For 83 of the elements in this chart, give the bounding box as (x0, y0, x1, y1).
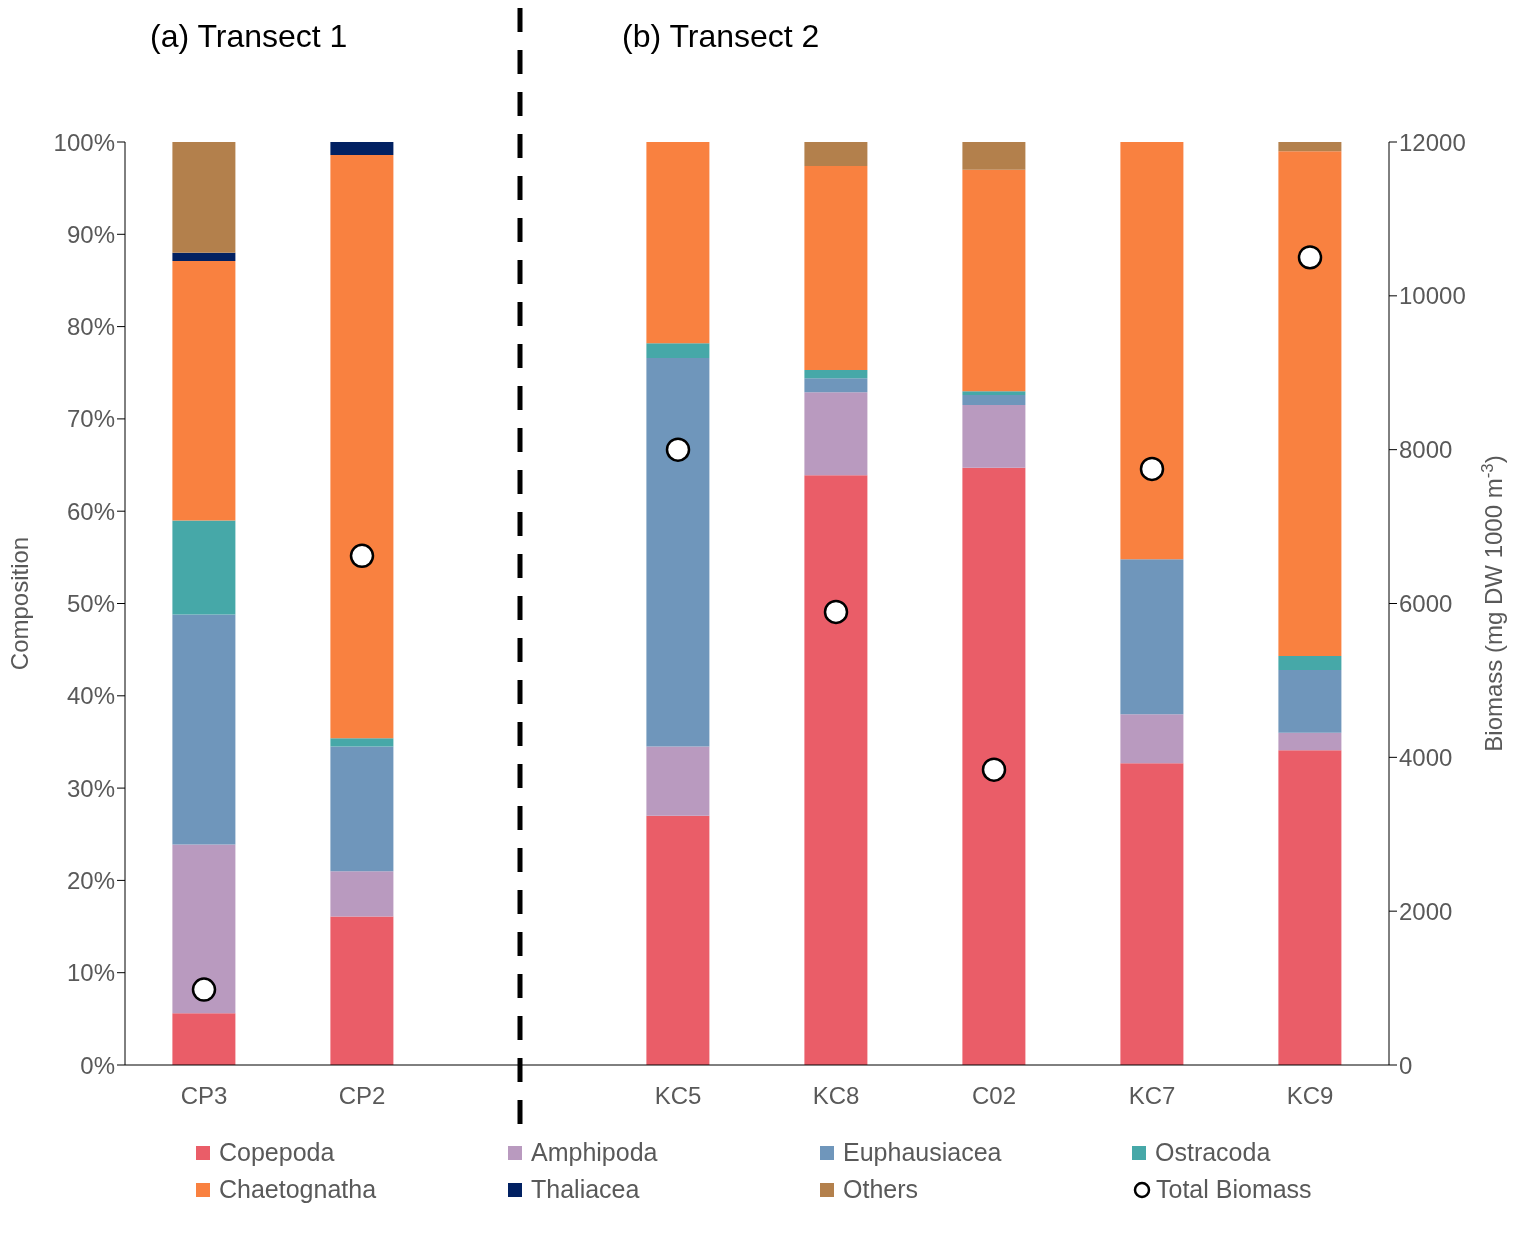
x-tick-label: CP2 (338, 1082, 386, 1110)
point (665, 437, 691, 462)
x-tick-label: KC7 (1128, 1082, 1176, 1110)
x-tick-label: KC9 (1286, 1082, 1334, 1110)
y-tick-label: 90% (66, 220, 115, 248)
bar (962, 405, 1026, 468)
legend-label: Others (843, 1175, 919, 1204)
y-tick-label: 100% (53, 128, 115, 156)
y-tick-label: 20% (66, 866, 115, 894)
y-axis-title: Composition (6, 536, 33, 671)
bar (804, 166, 868, 370)
text: (a) Transect 1 (150, 18, 348, 55)
y-tick-label: 60% (66, 497, 115, 525)
y-tick-label: 40% (66, 682, 115, 710)
bar (646, 357, 710, 747)
y2-tick-label: 4000 (1399, 743, 1453, 771)
y-tick-label: 30% (66, 774, 115, 802)
bar (172, 1013, 236, 1065)
y-tick-label: 50% (66, 590, 115, 618)
bar (1120, 714, 1184, 764)
legend-label: Euphausiacea (843, 1138, 1002, 1167)
bar (804, 378, 868, 393)
legend-label: Amphipoda (531, 1138, 658, 1167)
legend-label: Thaliacea (531, 1175, 640, 1204)
bar (962, 394, 1026, 406)
bar (646, 142, 710, 344)
bar (330, 154, 394, 739)
y2-tick-label: 10000 (1399, 282, 1466, 310)
bar (330, 746, 394, 872)
bar (330, 738, 394, 747)
bar (962, 169, 1026, 392)
x-tick-label: C02 (971, 1082, 1017, 1110)
bar (1278, 669, 1342, 733)
x-tick-label: CP3 (180, 1082, 228, 1110)
bar (172, 614, 236, 845)
bar (804, 369, 868, 379)
bar (646, 746, 710, 816)
point (349, 543, 375, 569)
bar (172, 844, 236, 1014)
y-tick-label: 10% (66, 959, 115, 987)
bar (330, 142, 394, 155)
bar (330, 871, 394, 917)
point (1139, 456, 1165, 482)
bar (1120, 763, 1184, 1065)
bar (804, 142, 868, 166)
bar (1120, 559, 1184, 715)
bar (1278, 142, 1342, 152)
bar (1278, 750, 1342, 1065)
bar (330, 916, 394, 1065)
bar (172, 261, 236, 521)
point (1297, 245, 1323, 270)
bar (172, 252, 236, 262)
y2-tick-label: 8000 (1399, 436, 1453, 464)
y2-tick-label: 6000 (1399, 590, 1453, 618)
bar (1278, 732, 1342, 751)
legend-label: Copepoda (219, 1138, 335, 1167)
bar (962, 391, 1026, 395)
bar (804, 392, 868, 476)
point (191, 977, 217, 1002)
legend-label: Total Biomass (1156, 1175, 1312, 1204)
point (981, 757, 1007, 782)
x-tick-label: KC5 (654, 1082, 702, 1110)
text: (b) Transect 2 (622, 18, 820, 55)
point (823, 599, 849, 625)
bar (172, 520, 236, 615)
y2-tick-label: 12000 (1399, 128, 1466, 156)
y2-tick-label: 2000 (1399, 897, 1453, 925)
y-tick-label: 0% (80, 1051, 115, 1079)
y-tick-label: 80% (66, 313, 115, 341)
y-tick-label: 70% (66, 405, 115, 433)
bar (962, 467, 1026, 1065)
bar (1278, 656, 1342, 670)
bar (1278, 151, 1342, 657)
bar (172, 142, 236, 253)
y2-tick-label: 0 (1399, 1051, 1413, 1079)
bar (646, 815, 710, 1065)
bar (1120, 142, 1184, 560)
x-tick-label: KC8 (812, 1082, 860, 1110)
bar (804, 475, 868, 1065)
legend-label: Ostracoda (1155, 1138, 1271, 1167)
bar (962, 142, 1026, 170)
legend-label: Chaetognatha (219, 1175, 377, 1204)
bar (646, 343, 710, 358)
